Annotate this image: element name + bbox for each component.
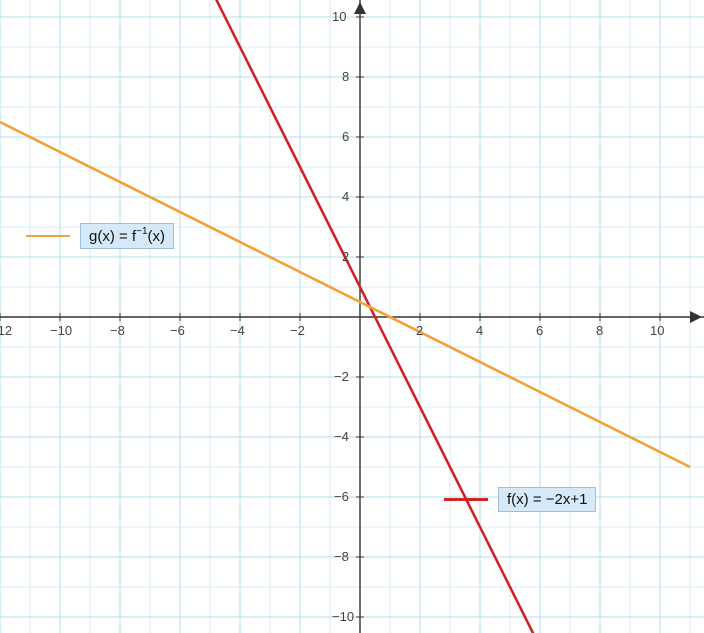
x-tick-label: −6: [170, 323, 185, 338]
x-tick-label: 2: [416, 323, 423, 338]
x-tick-label: 4: [476, 323, 483, 338]
y-tick-label: −10: [332, 609, 354, 624]
y-tick-label: −2: [334, 369, 349, 384]
chart-svg: [0, 0, 704, 633]
x-tick-label: −2: [290, 323, 305, 338]
y-tick-label: 10: [332, 9, 346, 24]
series-g: [0, 122, 690, 467]
y-tick-label: −6: [334, 489, 349, 504]
y-tick-label: −8: [334, 549, 349, 564]
x-tick-label: −8: [110, 323, 125, 338]
y-tick-label: 2: [342, 249, 349, 264]
y-tick-label: 6: [342, 129, 349, 144]
y-tick-label: 4: [342, 189, 349, 204]
y-tick-label: −4: [334, 429, 349, 444]
x-tick-label: 10: [650, 323, 664, 338]
x-tick-label: −4: [230, 323, 245, 338]
x-tick-label: −10: [50, 323, 72, 338]
x-tick-label: −12: [0, 323, 12, 338]
coordinate-plane-chart: g(x) = f−1(x) f(x) = −2x+1 −12−10−8−6−4−…: [0, 0, 704, 633]
x-tick-label: 6: [536, 323, 543, 338]
y-tick-label: 8: [342, 69, 349, 84]
x-tick-label: 8: [596, 323, 603, 338]
